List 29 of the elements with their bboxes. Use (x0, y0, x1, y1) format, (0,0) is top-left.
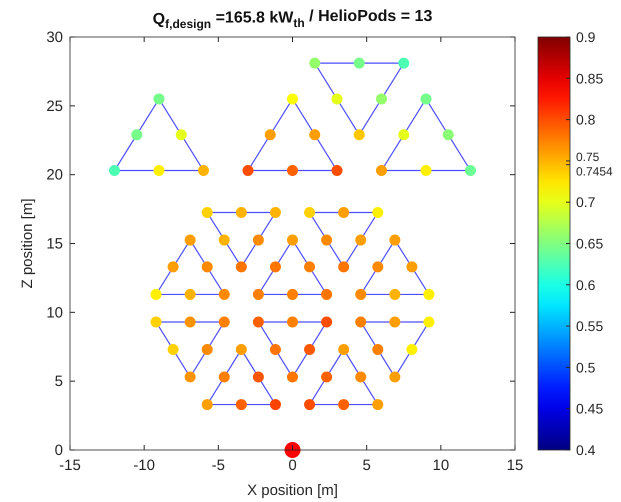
color-bar-label: 0.65 (576, 236, 604, 252)
y-tick-label: 25 (46, 98, 63, 115)
x-axis-title: X position [m] (247, 482, 338, 499)
y-tick-label: 0 (54, 442, 63, 459)
color-bar-label: 0.6 (576, 276, 596, 293)
color-bar-label: 0.45 (576, 400, 604, 417)
x-tick-label: 0 (288, 457, 297, 474)
color-bar-label: 0.5 (576, 359, 596, 376)
color-bar-label: 0.85 (576, 70, 604, 86)
x-tick-label: 10 (432, 457, 450, 474)
x-tick-label: -5 (212, 457, 226, 474)
color-bar-label: 0.8 (576, 112, 596, 128)
x-tick-label: -15 (59, 457, 81, 474)
x-tick-label: 5 (362, 457, 371, 474)
x-tick-label: 15 (506, 457, 524, 474)
y-axis-title: Z position [m] (19, 198, 36, 289)
color-bar-label: 0.4 (576, 442, 596, 458)
y-tick-label: 5 (54, 373, 63, 390)
color-bar-label: 0.55 (576, 318, 604, 334)
color-bar-label: 0.9 (576, 29, 596, 45)
color-bar-label: 0.75 (576, 150, 600, 164)
y-tick-label: 30 (46, 29, 63, 46)
x-tick-label: -10 (133, 457, 156, 474)
y-tick-label: 10 (46, 304, 63, 322)
chart-title: Q$_{f,design}$ =165.8 kW$_{th}$ / HelioPods = 13 (152, 8, 432, 32)
color-bar-label: 0.7454 (576, 164, 614, 179)
y-tick-label: 20 (46, 166, 63, 184)
y-tick-label: 15 (46, 236, 63, 252)
color-bar-label: 0.7 (576, 194, 596, 210)
